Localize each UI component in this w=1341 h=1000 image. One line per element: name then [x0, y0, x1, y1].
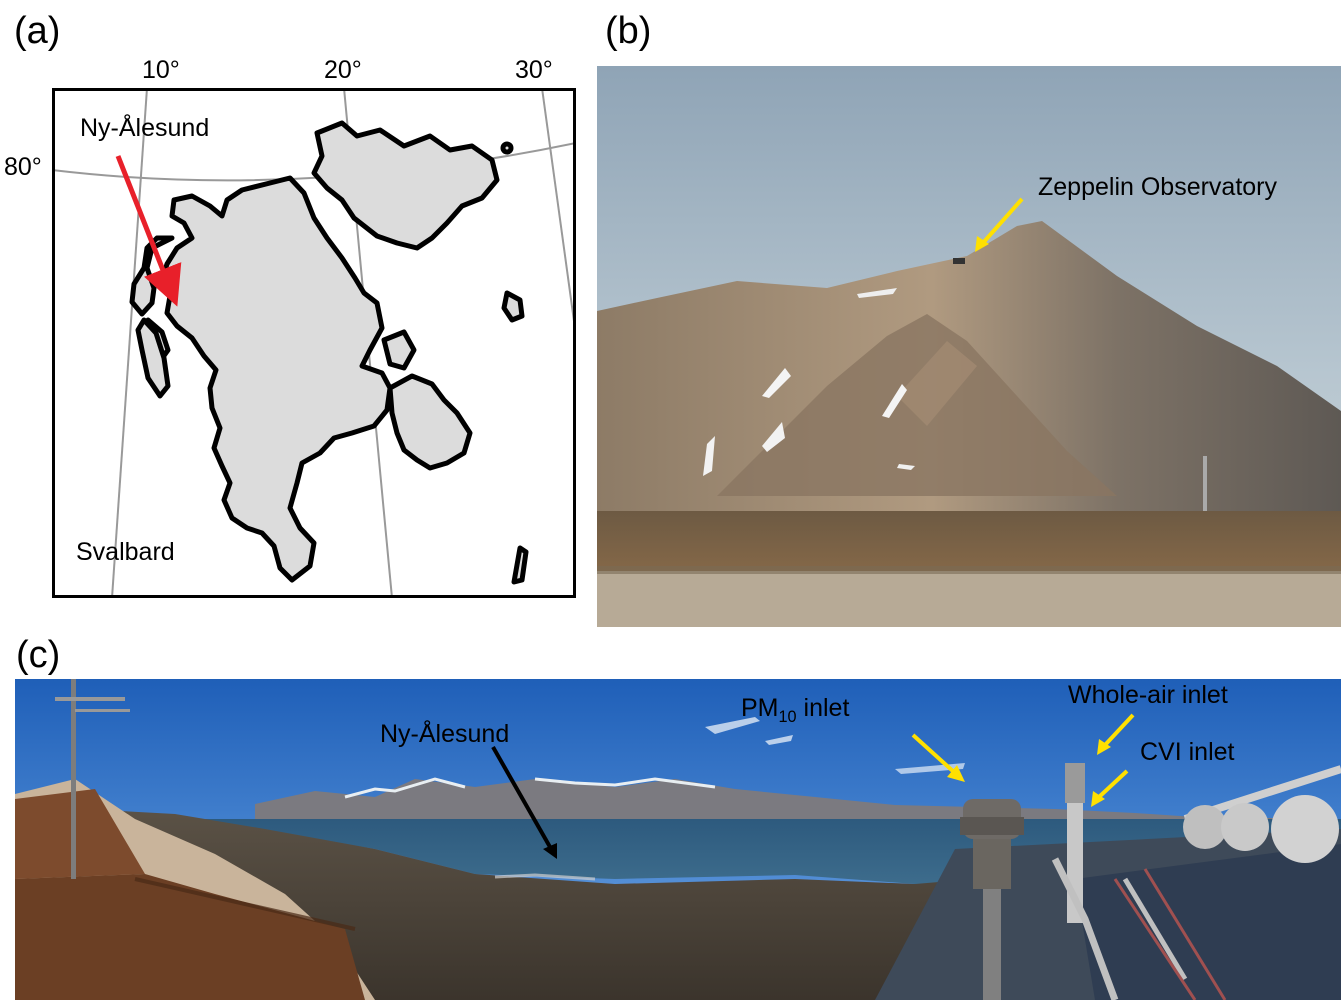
- map-lon-label-20: 20°: [324, 56, 362, 84]
- map-label-ny-alesund: Ny-Ålesund: [80, 114, 210, 142]
- map-lat-label-80: 80°: [4, 153, 42, 181]
- panel-label-b: (b): [605, 10, 652, 52]
- photo-c-yellow-arrow-pm10: [911, 733, 957, 775]
- map-frame: [52, 88, 576, 598]
- label-whole-air-inlet: Whole-air inlet: [1068, 681, 1228, 709]
- label-cvi-inlet: CVI inlet: [1140, 738, 1235, 766]
- label-pm10-inlet: PM10 inlet: [741, 694, 850, 726]
- photo-b-yellow-arrow: [980, 197, 1024, 246]
- svalbard-map: [52, 88, 576, 598]
- panel-label-c: (c): [16, 634, 61, 676]
- photo-c-black-arrow: [491, 746, 552, 848]
- label-pm10-main: PM: [741, 694, 779, 722]
- map-lon-label-10: 10°: [142, 56, 180, 84]
- photo-c-yellow-arrow-cvi: [1097, 769, 1129, 799]
- label-pm10-rest: inlet: [796, 694, 850, 722]
- svalbard-landmass: [129, 120, 529, 585]
- label-ny-alesund-panorama: Ny-Ålesund: [380, 720, 510, 748]
- photo-panorama-inlets: [15, 679, 1341, 1000]
- map-label-svalbard: Svalbard: [76, 538, 175, 566]
- photo-zeppelin-mountain: [597, 66, 1341, 627]
- map-red-arrow: [115, 155, 182, 307]
- photo-c-yellow-arrow-whole-air: [1103, 713, 1135, 747]
- map-lon-label-30: 30°: [515, 56, 553, 84]
- panel-label-a: (a): [14, 10, 61, 52]
- label-zeppelin-observatory: Zeppelin Observatory: [1038, 173, 1278, 201]
- label-pm10-sub: 10: [778, 708, 797, 726]
